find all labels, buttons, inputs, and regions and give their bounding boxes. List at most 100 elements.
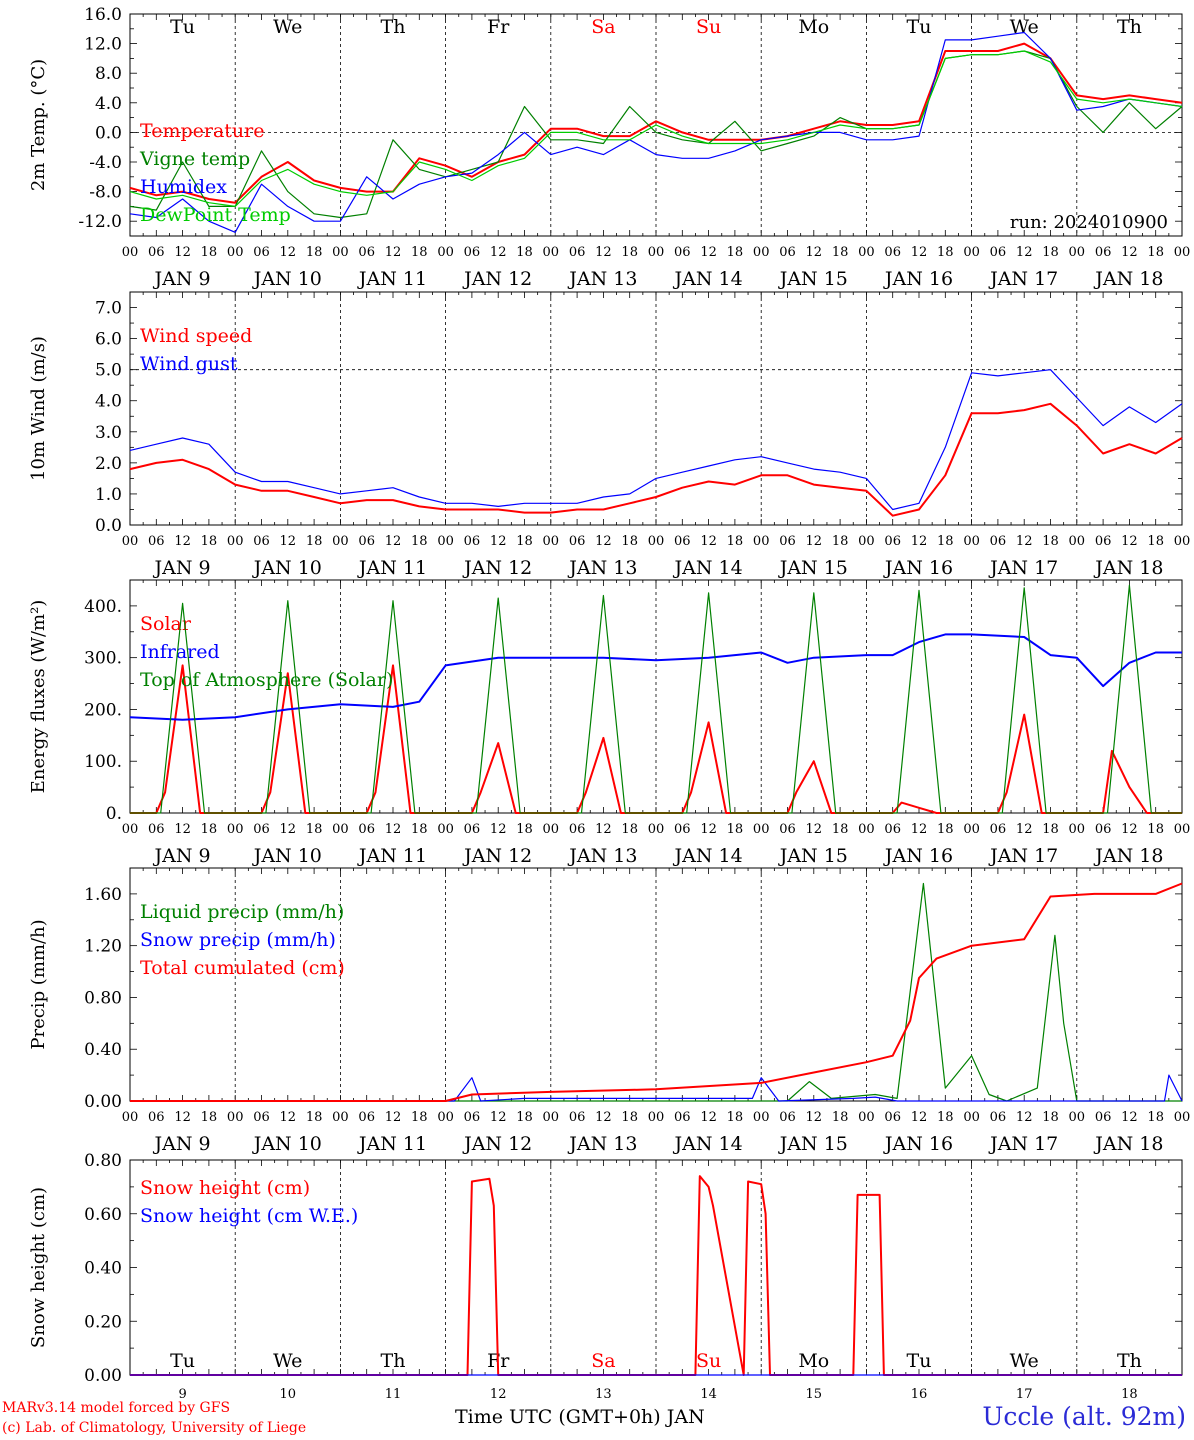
hour-tick-label: 06 <box>569 1110 586 1125</box>
date-label: JAN 18 <box>1093 1133 1163 1155</box>
legend-entry: Liquid precip (mm/h) <box>140 901 344 923</box>
y-tick-label: 0.80 <box>84 988 122 1008</box>
hour-tick-label: 18 <box>937 1110 954 1125</box>
hour-tick-label: 00 <box>543 245 560 260</box>
day-number-label: 11 <box>385 1387 402 1402</box>
series-line-blue <box>129 31 1183 233</box>
y-tick-label: 12.0 <box>84 35 122 55</box>
hour-tick-label: 00 <box>1174 245 1191 260</box>
hour-tick-label: 00 <box>543 822 560 837</box>
date-label: JAN 13 <box>567 557 637 579</box>
y-tick-label: 2.0 <box>95 454 122 474</box>
hour-tick-label: 06 <box>779 822 796 837</box>
hour-tick-label: 12 <box>1016 822 1033 837</box>
hour-tick-label: 18 <box>1147 822 1164 837</box>
hour-tick-label: 00 <box>1069 1110 1086 1125</box>
hour-tick-label: 18 <box>727 822 744 837</box>
hour-tick-label: 18 <box>516 534 533 549</box>
hour-tick-label: 00 <box>227 245 244 260</box>
hour-tick-label: 00 <box>963 1110 980 1125</box>
date-label: JAN 17 <box>988 845 1058 867</box>
y-tick-label: 0.00 <box>84 1092 122 1112</box>
hour-tick-label: 00 <box>753 245 770 260</box>
hour-tick-label: 00 <box>858 822 875 837</box>
date-label: JAN 18 <box>1093 268 1163 290</box>
hour-tick-label: 12 <box>595 822 612 837</box>
hour-tick-label: 00 <box>648 1110 665 1125</box>
date-label: JAN 11 <box>357 268 427 290</box>
series-line-blue <box>129 633 1182 721</box>
y-tick-label: 16.0 <box>84 5 122 25</box>
hour-tick-label: 06 <box>358 1110 375 1125</box>
hour-tick-label: 18 <box>1042 822 1059 837</box>
date-label: JAN 14 <box>673 268 743 290</box>
hour-tick-label: 06 <box>884 1110 901 1125</box>
date-label: JAN 10 <box>252 845 322 867</box>
series-line-blue <box>130 1074 1183 1102</box>
hour-tick-label: 00 <box>963 534 980 549</box>
hour-tick-label: 12 <box>1016 245 1033 260</box>
hour-tick-label: 12 <box>595 1110 612 1125</box>
hour-tick-label: 18 <box>201 245 218 260</box>
legend-entry: Snow height (cm) <box>140 1177 310 1199</box>
hour-tick-label: 06 <box>464 534 481 549</box>
day-number-label: 17 <box>1016 1387 1033 1402</box>
hour-tick-label: 12 <box>1016 534 1033 549</box>
weekday-label: Tu <box>170 16 195 38</box>
hour-tick-label: 12 <box>700 245 717 260</box>
hour-tick-label: 06 <box>779 534 796 549</box>
legend-entry: Infrared <box>140 641 220 663</box>
day-number-label: 12 <box>490 1387 507 1402</box>
hour-tick-label: 00 <box>648 822 665 837</box>
hour-tick-label: 18 <box>306 822 323 837</box>
hour-tick-label: 12 <box>174 1110 191 1125</box>
y-tick-label: 400. <box>84 597 122 617</box>
date-label: JAN 9 <box>153 268 211 290</box>
hour-tick-label: 00 <box>1174 822 1191 837</box>
date-label: JAN 14 <box>673 557 743 579</box>
y-tick-label: 0.80 <box>84 1151 122 1171</box>
hour-tick-label: 18 <box>411 822 428 837</box>
hour-tick-label: 18 <box>1147 245 1164 260</box>
series-line-green <box>130 584 1182 814</box>
date-label: JAN 10 <box>252 268 322 290</box>
y-axis-label: Snow height (cm) <box>28 1187 49 1348</box>
hour-tick-label: 06 <box>990 245 1007 260</box>
hour-tick-label: 00 <box>1069 245 1086 260</box>
date-label: JAN 12 <box>462 557 532 579</box>
hour-tick-label: 18 <box>937 534 954 549</box>
legend-entry: Snow precip (mm/h) <box>140 929 336 951</box>
hour-tick-label: 18 <box>621 245 638 260</box>
date-label: JAN 15 <box>778 845 848 867</box>
hour-tick-label: 12 <box>911 1110 928 1125</box>
hour-tick-label: 06 <box>674 245 691 260</box>
hour-tick-label: 00 <box>753 822 770 837</box>
hour-tick-label: 12 <box>490 1110 507 1125</box>
y-axis-label: Energy fluxes (W/m²) <box>28 600 49 794</box>
date-label: JAN 9 <box>153 1133 211 1155</box>
hour-tick-label: 12 <box>1121 534 1138 549</box>
weekday-label: Th <box>1117 16 1142 38</box>
y-tick-label: -8.0 <box>89 183 122 203</box>
weekday-label: Su <box>696 16 721 38</box>
legend-entry: Temperature <box>140 120 264 142</box>
weekday-label: Tu <box>907 1350 932 1372</box>
date-label: JAN 16 <box>883 1133 953 1155</box>
day-number-label: 16 <box>911 1387 928 1402</box>
legend-entry: DewPoint Temp <box>140 204 291 226</box>
y-tick-label: 7.0 <box>95 299 122 319</box>
y-tick-label: 0.40 <box>84 1040 122 1060</box>
day-number-label: 15 <box>806 1387 823 1402</box>
date-label: JAN 17 <box>988 1133 1058 1155</box>
hour-tick-label: 00 <box>858 245 875 260</box>
hour-tick-label: 06 <box>779 245 796 260</box>
y-axis-label: 10m Wind (m/s) <box>28 336 49 481</box>
date-label: JAN 14 <box>673 845 743 867</box>
hour-tick-label: 00 <box>753 1110 770 1125</box>
hour-tick-label: 06 <box>779 1110 796 1125</box>
series-line-red <box>129 402 1183 517</box>
hour-tick-label: 12 <box>385 534 402 549</box>
weekday-label: Th <box>381 16 406 38</box>
date-label: JAN 15 <box>778 557 848 579</box>
weekday-label: Th <box>1117 1350 1142 1372</box>
